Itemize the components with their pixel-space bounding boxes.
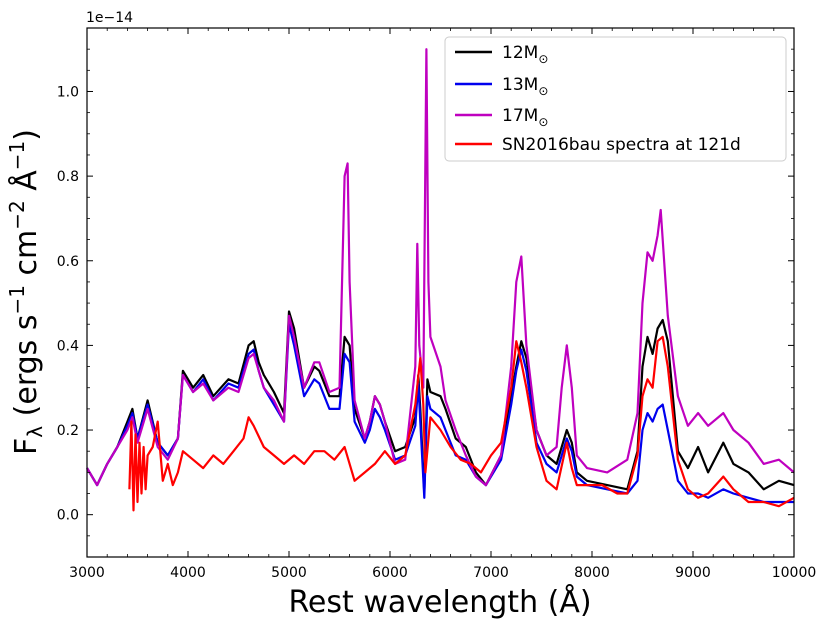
y-label-main: F [9, 438, 44, 455]
y-tick-label: 0.8 [57, 169, 79, 185]
legend-label-17: 17M⊙ [502, 106, 548, 129]
x-tick-label: 3000 [69, 565, 105, 581]
legend: 12M⊙ 13M⊙ 17M⊙ SN2016bau spectra at 121d [444, 36, 787, 162]
y-offset-text: 1e−14 [86, 10, 133, 26]
plot-frame [86, 27, 795, 558]
x-tick-label: 5000 [271, 565, 307, 581]
y-label-end: Å [8, 170, 44, 201]
legend-label-sn2016bau: SN2016bau spectra at 121d [502, 135, 741, 155]
y-tick-label: 0.2 [57, 423, 79, 439]
x-axis-label: Rest wavelength (Å) [288, 584, 591, 620]
y-tick-label: 0.6 [57, 254, 79, 270]
x-tick-label: 4000 [170, 565, 206, 581]
y-label-close: ) [9, 129, 44, 141]
x-tick-label: 9000 [675, 565, 711, 581]
series-line-3 [128, 335, 795, 512]
x-tick-label: 8000 [574, 565, 610, 581]
y-label-rest: (ergs s [9, 315, 44, 426]
y-label-exp1: −1 [5, 285, 29, 314]
y-tick-label: 1.0 [57, 84, 79, 100]
series-layer [86, 48, 795, 512]
y-label-mid: cm [9, 230, 44, 285]
y-axis-label: Fλ (ergs s−1 cm−2 Å−1) [5, 129, 47, 455]
y-label-sub: λ [23, 426, 47, 438]
y-tick-label: 0.0 [57, 508, 79, 524]
x-tick-label: 7000 [473, 565, 509, 581]
ticks-layer: 3000 4000 5000 6000 7000 8000 9000 10000 0.0 0.2 0… [57, 28, 817, 581]
x-tick-label: 6000 [372, 565, 408, 581]
legend-label-12: 12M⊙ [502, 43, 548, 66]
series-line-2 [86, 48, 795, 487]
x-tick-label: 10000 [772, 565, 817, 581]
legend-label-13: 13M⊙ [502, 75, 548, 98]
y-label-exp2: −2 [5, 200, 29, 229]
y-tick-label: 0.4 [57, 338, 79, 354]
legend-box [444, 36, 787, 162]
y-label-exp3: −1 [5, 141, 29, 170]
